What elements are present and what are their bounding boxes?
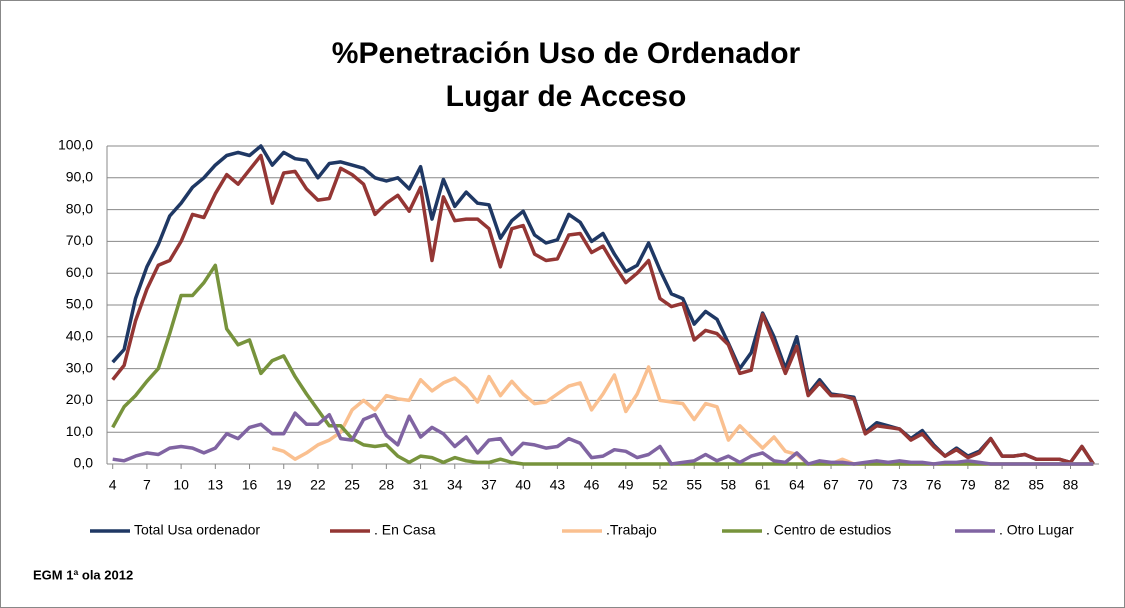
chart-subtitle: Lugar de Acceso xyxy=(446,80,687,113)
y-tick-label: 50,0 xyxy=(66,296,93,312)
x-tick-label: 85 xyxy=(1028,477,1044,493)
x-tick-label: 55 xyxy=(686,477,702,493)
x-tick-label: 10 xyxy=(173,477,189,493)
x-tick-label: 49 xyxy=(618,477,634,493)
y-tick-label: 90,0 xyxy=(66,169,93,185)
x-tick-label: 46 xyxy=(584,477,600,493)
chart-title: %Penetración Uso de Ordenador xyxy=(332,37,801,70)
legend-label: Total Usa ordenador xyxy=(134,522,260,538)
y-tick-label: 60,0 xyxy=(66,264,93,280)
x-tick-label: 34 xyxy=(447,477,463,493)
series-line xyxy=(111,153,1095,465)
x-tick-label: 64 xyxy=(789,477,805,493)
x-tick-label: 16 xyxy=(242,477,258,493)
legend-label: . Otro Lugar xyxy=(999,522,1074,538)
x-tick-label: 61 xyxy=(755,477,771,493)
x-tick-label: 73 xyxy=(892,477,908,493)
x-tick-label: 40 xyxy=(515,477,531,493)
y-tick-label: 10,0 xyxy=(66,423,93,439)
legend-label: . En Casa xyxy=(374,522,436,538)
x-tick-label: 19 xyxy=(276,477,292,493)
legend-label: .Trabajo xyxy=(606,522,657,538)
y-tick-label: 100,0 xyxy=(58,137,93,153)
y-tick-label: 40,0 xyxy=(66,328,93,344)
x-tick-label: 43 xyxy=(550,477,566,493)
x-tick-label: 7 xyxy=(143,477,151,493)
source-note: EGM 1ª ola 2012 xyxy=(33,567,133,582)
x-tick-label: 67 xyxy=(823,477,839,493)
y-tick-label: 80,0 xyxy=(66,200,93,216)
x-tick-label: 82 xyxy=(994,477,1010,493)
y-tick-label: 0,0 xyxy=(74,455,94,471)
x-tick-label: 31 xyxy=(413,477,429,493)
x-tick-label: 70 xyxy=(857,477,873,493)
series-line xyxy=(112,411,1094,466)
x-tick-label: 88 xyxy=(1063,477,1079,493)
x-tick-label: 58 xyxy=(721,477,737,493)
y-tick-label: 70,0 xyxy=(66,232,93,248)
x-tick-label: 13 xyxy=(208,477,224,493)
x-tick-label: 52 xyxy=(652,477,668,493)
x-tick-label: 28 xyxy=(379,477,395,493)
y-tick-label: 30,0 xyxy=(66,359,93,375)
legend-label: . Centro de estudios xyxy=(766,522,891,538)
x-tick-label: 4 xyxy=(109,477,117,493)
x-tick-label: 22 xyxy=(310,477,326,493)
x-tick-label: 79 xyxy=(960,477,976,493)
y-tick-label: 20,0 xyxy=(66,391,93,407)
x-tick-label: 25 xyxy=(344,477,360,493)
x-tick-label: 76 xyxy=(926,477,942,493)
x-tick-label: 37 xyxy=(481,477,497,493)
